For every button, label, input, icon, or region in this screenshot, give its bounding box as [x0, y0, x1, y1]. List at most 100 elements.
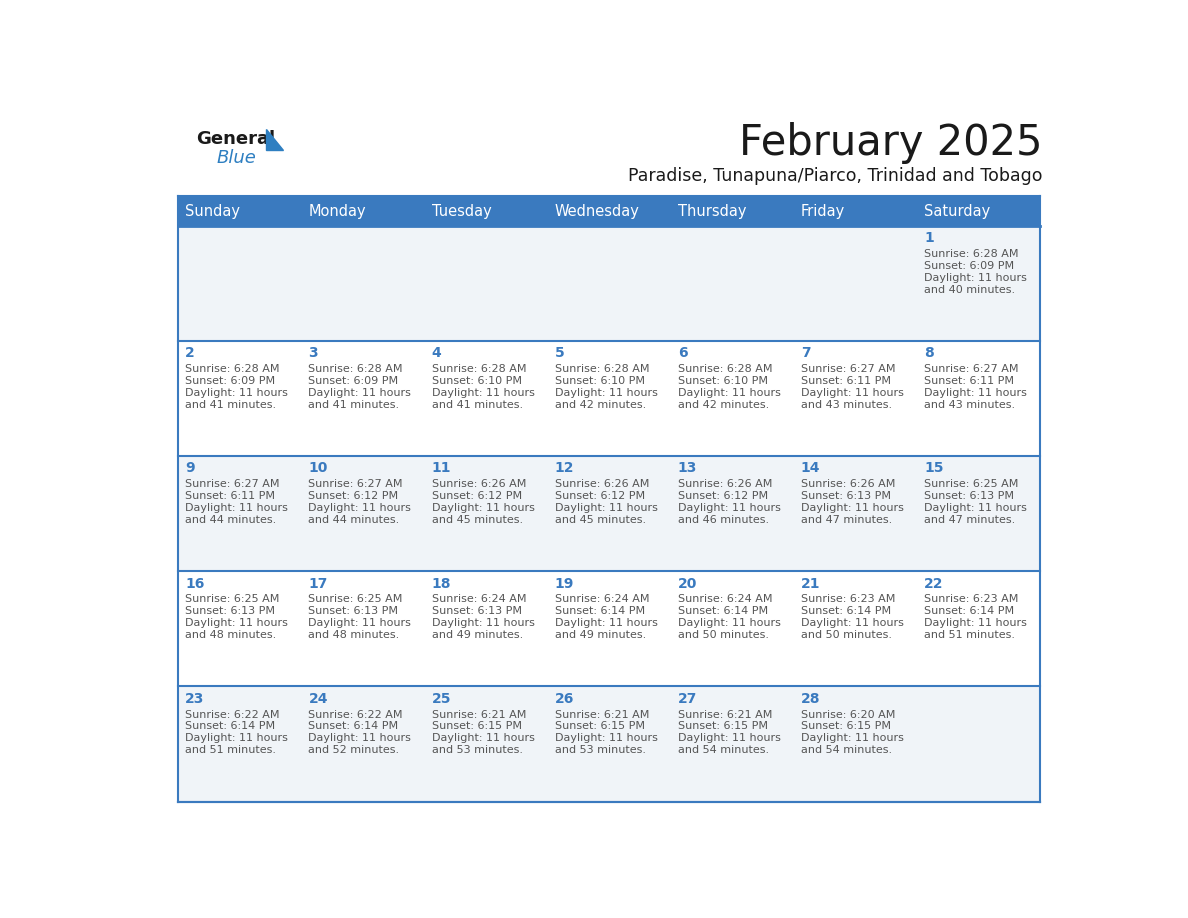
Text: Daylight: 11 hours: Daylight: 11 hours [185, 503, 289, 513]
FancyBboxPatch shape [548, 341, 670, 456]
Text: and 49 minutes.: and 49 minutes. [555, 630, 646, 640]
FancyBboxPatch shape [424, 687, 548, 801]
Text: Sunrise: 6:28 AM: Sunrise: 6:28 AM [678, 364, 772, 374]
Text: 12: 12 [555, 462, 574, 476]
FancyBboxPatch shape [178, 341, 301, 456]
Text: 26: 26 [555, 692, 574, 706]
Text: Daylight: 11 hours: Daylight: 11 hours [678, 387, 781, 397]
Text: Daylight: 11 hours: Daylight: 11 hours [678, 618, 781, 628]
Text: Sunset: 6:10 PM: Sunset: 6:10 PM [555, 375, 645, 386]
Text: Sunset: 6:12 PM: Sunset: 6:12 PM [678, 491, 767, 501]
Text: and 44 minutes.: and 44 minutes. [309, 515, 399, 525]
Text: 4: 4 [431, 346, 441, 360]
Text: Sunrise: 6:28 AM: Sunrise: 6:28 AM [431, 364, 526, 374]
Text: 11: 11 [431, 462, 451, 476]
Text: Daylight: 11 hours: Daylight: 11 hours [924, 618, 1026, 628]
FancyBboxPatch shape [670, 226, 794, 341]
Text: and 41 minutes.: and 41 minutes. [185, 399, 277, 409]
Text: Sunset: 6:12 PM: Sunset: 6:12 PM [555, 491, 645, 501]
Text: and 45 minutes.: and 45 minutes. [431, 515, 523, 525]
Text: Sunrise: 6:25 AM: Sunrise: 6:25 AM [185, 594, 279, 604]
Text: Sunset: 6:14 PM: Sunset: 6:14 PM [924, 606, 1015, 616]
Text: Sunrise: 6:28 AM: Sunrise: 6:28 AM [309, 364, 403, 374]
Text: Daylight: 11 hours: Daylight: 11 hours [309, 733, 411, 744]
FancyBboxPatch shape [794, 456, 917, 571]
Text: and 54 minutes.: and 54 minutes. [678, 745, 769, 756]
Text: Daylight: 11 hours: Daylight: 11 hours [431, 387, 535, 397]
Text: Sunrise: 6:21 AM: Sunrise: 6:21 AM [678, 710, 772, 720]
FancyBboxPatch shape [301, 341, 424, 456]
Text: Paradise, Tunapuna/Piarco, Trinidad and Tobago: Paradise, Tunapuna/Piarco, Trinidad and … [627, 166, 1042, 185]
Text: Daylight: 11 hours: Daylight: 11 hours [309, 503, 411, 513]
Text: 18: 18 [431, 577, 451, 590]
FancyBboxPatch shape [794, 196, 917, 226]
Text: Daylight: 11 hours: Daylight: 11 hours [555, 618, 657, 628]
Text: Sunset: 6:15 PM: Sunset: 6:15 PM [801, 722, 891, 732]
Text: 23: 23 [185, 692, 204, 706]
FancyBboxPatch shape [794, 226, 917, 341]
FancyBboxPatch shape [548, 226, 670, 341]
Text: Daylight: 11 hours: Daylight: 11 hours [801, 387, 904, 397]
Text: Sunset: 6:14 PM: Sunset: 6:14 PM [185, 722, 276, 732]
Text: 7: 7 [801, 346, 810, 360]
FancyBboxPatch shape [917, 341, 1040, 456]
Text: Sunset: 6:12 PM: Sunset: 6:12 PM [309, 491, 399, 501]
Text: 6: 6 [678, 346, 688, 360]
FancyBboxPatch shape [548, 196, 670, 226]
FancyBboxPatch shape [424, 341, 548, 456]
Text: Sunrise: 6:24 AM: Sunrise: 6:24 AM [678, 594, 772, 604]
Text: Sunrise: 6:26 AM: Sunrise: 6:26 AM [678, 479, 772, 489]
FancyBboxPatch shape [917, 226, 1040, 341]
Text: Daylight: 11 hours: Daylight: 11 hours [924, 503, 1026, 513]
Text: and 54 minutes.: and 54 minutes. [801, 745, 892, 756]
Text: Sunrise: 6:26 AM: Sunrise: 6:26 AM [801, 479, 896, 489]
Text: Sunset: 6:09 PM: Sunset: 6:09 PM [309, 375, 399, 386]
Text: Sunset: 6:09 PM: Sunset: 6:09 PM [924, 261, 1015, 271]
Text: 8: 8 [924, 346, 934, 360]
Text: 17: 17 [309, 577, 328, 590]
Text: Sunday: Sunday [185, 204, 240, 218]
Text: Saturday: Saturday [924, 204, 991, 218]
Text: Daylight: 11 hours: Daylight: 11 hours [309, 618, 411, 628]
Text: February 2025: February 2025 [739, 121, 1042, 163]
Text: and 41 minutes.: and 41 minutes. [309, 399, 399, 409]
Text: 14: 14 [801, 462, 821, 476]
Text: and 43 minutes.: and 43 minutes. [924, 399, 1016, 409]
Text: Daylight: 11 hours: Daylight: 11 hours [431, 618, 535, 628]
Text: and 40 minutes.: and 40 minutes. [924, 285, 1016, 295]
Text: Sunset: 6:15 PM: Sunset: 6:15 PM [678, 722, 767, 732]
FancyBboxPatch shape [178, 226, 301, 341]
Text: Daylight: 11 hours: Daylight: 11 hours [309, 387, 411, 397]
Text: Sunset: 6:11 PM: Sunset: 6:11 PM [924, 375, 1015, 386]
Text: Sunset: 6:14 PM: Sunset: 6:14 PM [555, 606, 645, 616]
FancyBboxPatch shape [548, 687, 670, 801]
FancyBboxPatch shape [178, 456, 301, 571]
FancyBboxPatch shape [548, 571, 670, 687]
Text: Daylight: 11 hours: Daylight: 11 hours [801, 733, 904, 744]
Text: Daylight: 11 hours: Daylight: 11 hours [801, 503, 904, 513]
Text: 13: 13 [678, 462, 697, 476]
Text: 2: 2 [185, 346, 195, 360]
Text: Sunset: 6:10 PM: Sunset: 6:10 PM [678, 375, 767, 386]
Text: and 51 minutes.: and 51 minutes. [924, 630, 1015, 640]
Text: 28: 28 [801, 692, 821, 706]
Polygon shape [266, 129, 284, 151]
Text: and 48 minutes.: and 48 minutes. [309, 630, 399, 640]
Text: Sunrise: 6:23 AM: Sunrise: 6:23 AM [801, 594, 896, 604]
Text: Daylight: 11 hours: Daylight: 11 hours [924, 387, 1026, 397]
Text: 19: 19 [555, 577, 574, 590]
Text: and 50 minutes.: and 50 minutes. [678, 630, 769, 640]
Text: Sunrise: 6:23 AM: Sunrise: 6:23 AM [924, 594, 1018, 604]
Text: Sunrise: 6:28 AM: Sunrise: 6:28 AM [185, 364, 280, 374]
FancyBboxPatch shape [670, 341, 794, 456]
Text: and 45 minutes.: and 45 minutes. [555, 515, 646, 525]
FancyBboxPatch shape [301, 196, 424, 226]
Text: Sunrise: 6:22 AM: Sunrise: 6:22 AM [185, 710, 280, 720]
Text: and 53 minutes.: and 53 minutes. [431, 745, 523, 756]
Text: Daylight: 11 hours: Daylight: 11 hours [185, 618, 289, 628]
Text: Daylight: 11 hours: Daylight: 11 hours [555, 503, 657, 513]
Text: and 48 minutes.: and 48 minutes. [185, 630, 277, 640]
Text: Sunset: 6:11 PM: Sunset: 6:11 PM [801, 375, 891, 386]
Text: Daylight: 11 hours: Daylight: 11 hours [185, 387, 289, 397]
Text: and 51 minutes.: and 51 minutes. [185, 745, 277, 756]
